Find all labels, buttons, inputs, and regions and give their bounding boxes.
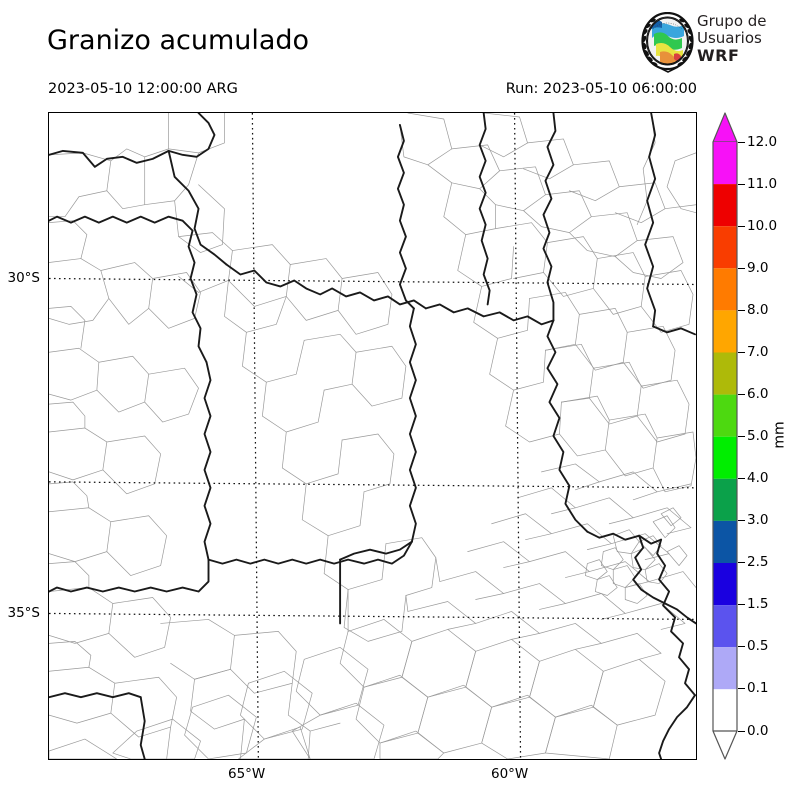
colorbar-label-8: 8.0: [747, 302, 769, 318]
logo-line-wrf: WRF: [697, 46, 740, 65]
colorbar-tick-0p5: [738, 646, 745, 648]
colorbar-label-1p5: 1.5: [747, 596, 769, 612]
colorbar-tick-3: [738, 520, 745, 522]
colorbar-label-0p1: 0.1: [747, 680, 769, 696]
colorbar-tick-12: [738, 142, 745, 144]
colorbar-tick-6: [738, 394, 745, 396]
wrf-user-group-logo: Grupo de Usuarios WRF: [640, 12, 795, 74]
colorbar-tick-8: [738, 310, 745, 312]
colorbar-tick-4: [738, 478, 745, 480]
colorbar-tick-9: [738, 268, 745, 270]
graticule-lat-30S: [49, 481, 696, 489]
wrf-globe-laurel-emblem: [641, 12, 694, 73]
x-axis-label-60W: 60°W: [491, 766, 529, 782]
colorbar-label-7: 7.0: [747, 344, 769, 360]
colorbar-tick-11: [738, 184, 745, 186]
colorbar-tick-5: [738, 436, 745, 438]
colorbar-label-0: 0.0: [747, 723, 769, 739]
colorbar-label-0p5: 0.5: [747, 638, 769, 654]
colorbar[interactable]: [712, 112, 738, 760]
graticule-lat-25S: [49, 277, 696, 286]
colorbar-label-10: 10.0: [747, 218, 778, 234]
colorbar-tick-0p1: [738, 688, 745, 690]
colorbar-label-12: 12.0: [747, 134, 778, 150]
colorbar-label-4: 4.0: [747, 470, 769, 486]
colorbar-label-2p5: 2.5: [747, 554, 769, 570]
colorbar-label-6: 6.0: [747, 386, 769, 402]
map-geography: [49, 113, 696, 759]
graticule-lines: [49, 113, 696, 759]
logo-text-block: Grupo de Usuarios WRF: [697, 12, 767, 65]
colorbar-tick-2p5: [738, 562, 745, 564]
colorbar-gradient: [712, 112, 738, 760]
run-time-label: Run: 2023-05-10 06:00:00: [505, 81, 697, 97]
colorbar-tick-10: [738, 226, 745, 228]
page-title: Granizo acumulado: [47, 25, 310, 56]
colorbar-label-9: 9.0: [747, 260, 769, 276]
colorbar-tick-7: [738, 352, 745, 354]
graticule-lat-32S: [49, 612, 696, 621]
x-axis-label-65W: 65°W: [228, 766, 266, 782]
y-axis-label-30S: 30°S: [7, 270, 41, 286]
logo-line-2: Usuarios: [697, 29, 762, 47]
graticule-lon-65W: [251, 113, 259, 759]
logo-line-1: Grupo de: [697, 12, 767, 30]
y-axis-label-35S: 35°S: [7, 605, 41, 621]
colorbar-label-11: 11.0: [747, 176, 778, 192]
colorbar-label-5: 5.0: [747, 428, 769, 444]
map-plot-area[interactable]: [48, 112, 697, 760]
colorbar-tick-0: [738, 731, 745, 733]
valid-time-label: 2023-05-10 12:00:00 ARG: [48, 81, 238, 97]
province-boundaries: [49, 113, 696, 759]
graticule-lon-60W: [513, 113, 522, 759]
colorbar-unit-label: mm: [771, 421, 788, 449]
colorbar-label-3: 3.0: [747, 512, 769, 528]
department-boundaries: [49, 113, 696, 759]
colorbar-tick-1p5: [738, 604, 745, 606]
